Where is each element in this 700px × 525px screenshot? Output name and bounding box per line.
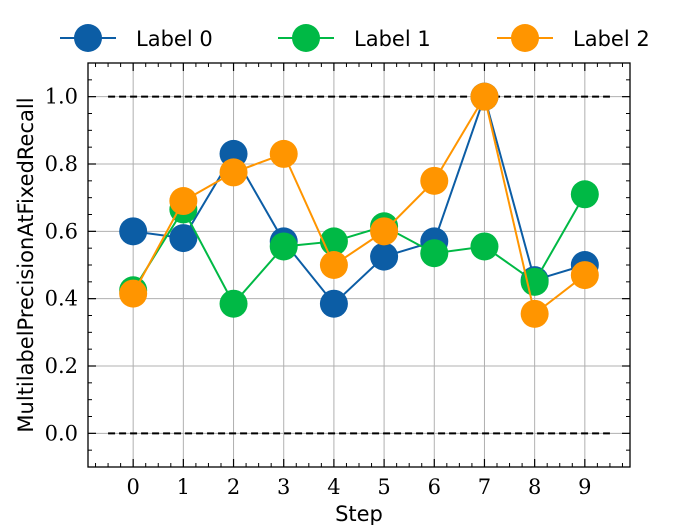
data-point bbox=[370, 217, 399, 246]
data-point bbox=[219, 289, 248, 318]
y-tick-label: 0.4 bbox=[45, 287, 78, 311]
data-point bbox=[169, 187, 198, 216]
x-tick-label: 5 bbox=[377, 475, 390, 499]
data-point bbox=[520, 299, 549, 328]
y-tick-label: 1.0 bbox=[45, 85, 78, 109]
legend-item-0: Label 0 bbox=[60, 24, 213, 52]
x-tick-label: 6 bbox=[428, 475, 441, 499]
data-point bbox=[219, 158, 248, 187]
data-point bbox=[319, 289, 348, 318]
data-point bbox=[269, 139, 298, 168]
axis-ticks: 0 1 2 3 4 5 6 7 8 9 0.0 0.2 0.4 0.6 0.8 1.0 bbox=[45, 62, 630, 499]
x-tick-label: 4 bbox=[327, 475, 340, 499]
series-line bbox=[133, 93, 586, 306]
data-point bbox=[420, 166, 449, 195]
data-point bbox=[269, 232, 298, 261]
legend-marker bbox=[511, 24, 539, 52]
legend-marker bbox=[74, 24, 102, 52]
x-tick-label: 8 bbox=[528, 475, 541, 499]
y-tick-label: 0.0 bbox=[45, 421, 78, 445]
x-tick-label: 0 bbox=[126, 475, 139, 499]
y-axis-title: MultilabelPrecisionAtFixedRecall bbox=[14, 97, 38, 432]
legend-label: Label 0 bbox=[136, 27, 213, 51]
data-point bbox=[119, 279, 148, 308]
data-point bbox=[370, 242, 399, 271]
legend-label: Label 1 bbox=[354, 27, 431, 51]
legend-item-2: Label 2 bbox=[497, 24, 650, 52]
legend-label: Label 2 bbox=[573, 27, 650, 51]
series-line bbox=[132, 193, 586, 306]
data-point bbox=[470, 82, 499, 111]
grid bbox=[88, 63, 630, 467]
x-tick-label: 1 bbox=[177, 475, 190, 499]
data-point bbox=[169, 224, 198, 253]
data-point bbox=[570, 180, 599, 209]
y-tick-label: 0.6 bbox=[45, 219, 78, 243]
x-tick-label: 7 bbox=[478, 475, 491, 499]
y-tick-label: 0.2 bbox=[45, 354, 78, 378]
series-layer bbox=[119, 82, 599, 328]
reference-lines bbox=[108, 95, 610, 435]
legend: Label 0 Label 1 Label 2 bbox=[60, 24, 650, 52]
data-point bbox=[570, 261, 599, 290]
legend-marker bbox=[292, 24, 320, 52]
series-2 bbox=[119, 82, 599, 328]
y-tick-label: 0.8 bbox=[45, 152, 78, 176]
data-point bbox=[319, 251, 348, 279]
data-point bbox=[119, 217, 148, 246]
series-line bbox=[132, 94, 586, 316]
x-tick-label: 9 bbox=[578, 475, 591, 499]
x-tick-label: 3 bbox=[277, 475, 290, 499]
data-point bbox=[520, 267, 549, 296]
x-tick-label: 2 bbox=[227, 475, 240, 499]
legend-item-1: Label 1 bbox=[278, 24, 431, 52]
x-axis-title: Step bbox=[335, 502, 383, 525]
plot-frame bbox=[87, 62, 631, 468]
data-point bbox=[420, 239, 449, 268]
data-point bbox=[470, 232, 499, 261]
